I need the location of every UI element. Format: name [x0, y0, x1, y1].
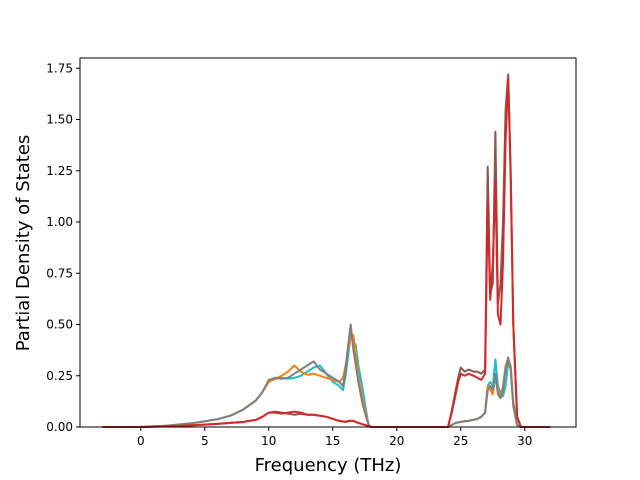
- x-axis-label: Frequency (THz): [255, 455, 402, 476]
- x-tick-label: 30: [517, 434, 532, 448]
- y-tick-label: 0.00: [46, 420, 73, 434]
- y-tick-label: 1.75: [46, 61, 73, 75]
- x-axis-ticks: 0 5 10 15 20 25 30: [137, 427, 532, 448]
- x-tick-label: 15: [325, 434, 340, 448]
- x-tick-label: 5: [201, 434, 209, 448]
- y-tick-label: 0.50: [46, 318, 73, 332]
- y-tick-label: 0.25: [46, 369, 73, 383]
- y-tick-label: 1.25: [46, 164, 73, 178]
- y-tick-label: 0.75: [46, 266, 73, 280]
- x-tick-label: 0: [137, 434, 145, 448]
- y-axis-ticks: 0.00 0.25 0.50 0.75 1.00 1.25 1.50 1.75: [46, 61, 80, 434]
- series-line-2: [102, 333, 551, 428]
- y-tick-label: 1.00: [46, 215, 73, 229]
- series-layer: [102, 73, 551, 428]
- plot-frame: [79, 57, 577, 428]
- y-axis-label: Partial Density of States: [13, 135, 34, 352]
- series-line-3: [102, 323, 551, 428]
- series-line-1: [102, 333, 551, 428]
- y-tick-label: 1.50: [46, 113, 73, 127]
- x-tick-label: 10: [261, 434, 276, 448]
- x-tick-label: 20: [389, 434, 404, 448]
- x-tick-label: 25: [453, 434, 468, 448]
